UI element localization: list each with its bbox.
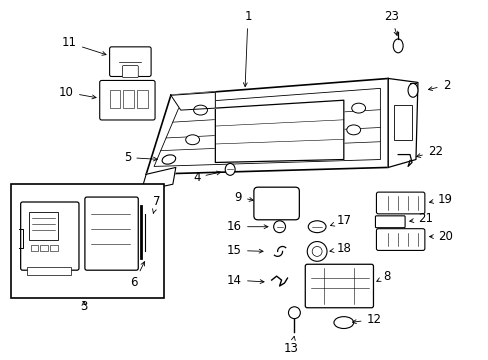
Ellipse shape — [346, 125, 360, 135]
Ellipse shape — [162, 155, 175, 164]
FancyBboxPatch shape — [253, 187, 299, 220]
Polygon shape — [215, 100, 343, 162]
FancyBboxPatch shape — [376, 229, 424, 251]
Polygon shape — [387, 78, 417, 167]
Text: 20: 20 — [428, 230, 452, 243]
Text: 23: 23 — [383, 10, 398, 35]
Circle shape — [311, 247, 322, 256]
FancyBboxPatch shape — [122, 66, 138, 77]
Text: 16: 16 — [226, 220, 267, 233]
Ellipse shape — [351, 103, 365, 113]
Text: 4: 4 — [193, 171, 220, 184]
FancyBboxPatch shape — [100, 80, 155, 120]
Text: 10: 10 — [59, 86, 96, 99]
Text: 6: 6 — [130, 262, 144, 289]
Polygon shape — [141, 167, 176, 191]
Ellipse shape — [307, 221, 325, 233]
Polygon shape — [170, 92, 215, 110]
Text: 11: 11 — [62, 36, 106, 55]
Text: 9: 9 — [234, 190, 253, 203]
Ellipse shape — [407, 84, 417, 97]
Ellipse shape — [333, 317, 353, 329]
Ellipse shape — [185, 135, 199, 145]
Text: 21: 21 — [409, 212, 432, 225]
Text: 14: 14 — [226, 274, 264, 287]
Bar — [50, 246, 58, 251]
Text: 8: 8 — [376, 270, 390, 283]
FancyBboxPatch shape — [305, 264, 373, 308]
Text: 5: 5 — [124, 151, 157, 164]
Ellipse shape — [392, 39, 402, 53]
Text: 17: 17 — [330, 214, 351, 227]
Text: 18: 18 — [329, 242, 351, 255]
Text: 7: 7 — [152, 194, 160, 213]
Text: 15: 15 — [227, 244, 263, 257]
Bar — [28, 212, 58, 239]
Text: 1: 1 — [243, 10, 251, 87]
Text: 13: 13 — [284, 336, 298, 355]
FancyBboxPatch shape — [376, 192, 424, 214]
Text: 3: 3 — [80, 300, 87, 313]
Bar — [123, 90, 134, 108]
Bar — [109, 90, 120, 108]
FancyBboxPatch shape — [85, 197, 138, 270]
Bar — [393, 105, 411, 140]
Bar — [11, 184, 163, 298]
Text: 2: 2 — [427, 79, 449, 92]
Circle shape — [306, 242, 326, 261]
Ellipse shape — [225, 163, 235, 175]
FancyBboxPatch shape — [375, 216, 404, 228]
Bar — [41, 246, 48, 251]
Circle shape — [288, 307, 300, 319]
Bar — [26, 267, 71, 275]
FancyBboxPatch shape — [20, 202, 79, 270]
Circle shape — [273, 221, 285, 233]
Bar — [30, 246, 39, 251]
Polygon shape — [146, 78, 387, 174]
Text: 22: 22 — [416, 145, 442, 158]
Ellipse shape — [193, 105, 207, 115]
Text: 19: 19 — [428, 193, 452, 206]
Text: 12: 12 — [352, 313, 381, 326]
FancyBboxPatch shape — [109, 47, 151, 76]
Bar — [137, 90, 148, 108]
